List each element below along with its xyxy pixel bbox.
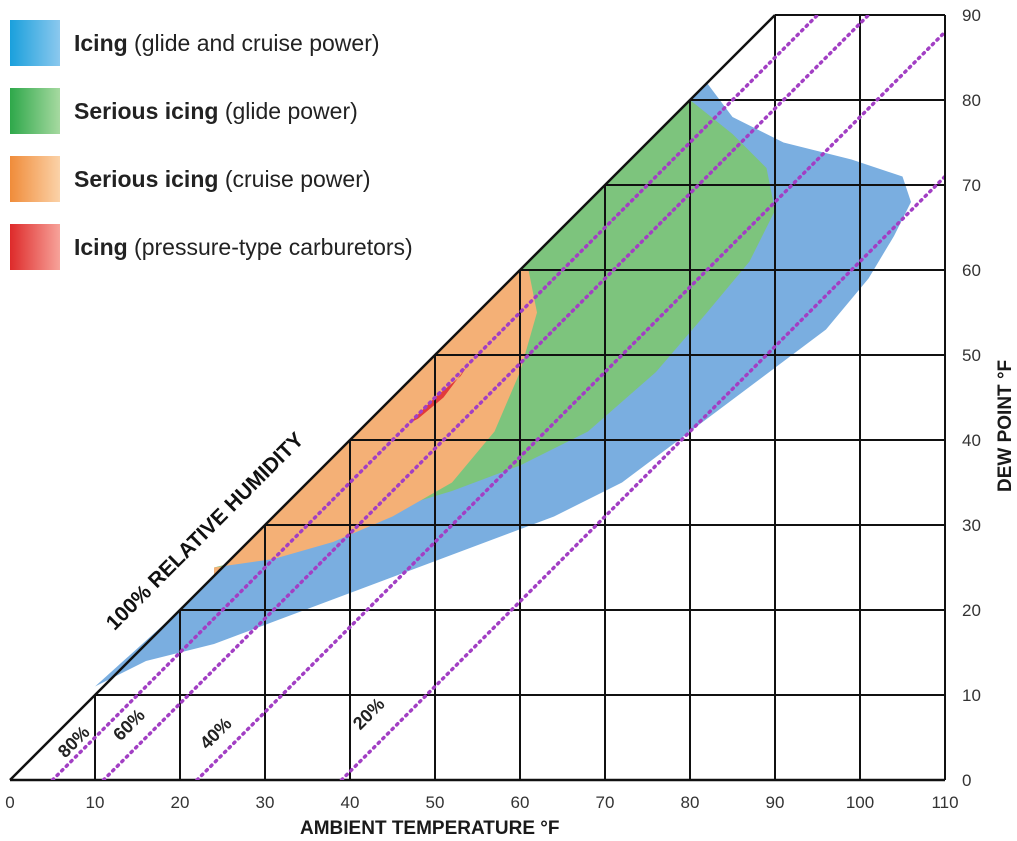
legend-label: Icing (glide and cruise power) — [74, 30, 380, 57]
x-tick-40: 40 — [341, 793, 360, 812]
rh-line-label-1: 60% — [109, 705, 149, 745]
legend-swatch — [10, 20, 60, 66]
y-tick-60: 60 — [962, 261, 981, 280]
x-tick-50: 50 — [426, 793, 445, 812]
grid — [9, 14, 946, 782]
x-tick-110: 110 — [931, 793, 958, 812]
x-tick-90: 90 — [766, 793, 785, 812]
rh-line-label-3: 20% — [349, 694, 389, 734]
y-tick-10: 10 — [962, 686, 981, 705]
legend-item: Icing (glide and cruise power) — [10, 20, 413, 66]
rh-100-line — [9, 14, 776, 781]
y-tick-50: 50 — [962, 346, 981, 365]
legend-label-bold: Icing — [74, 29, 128, 56]
x-axis-title: AMBIENT TEMPERATURE °F — [300, 818, 560, 839]
x-tick-70: 70 — [596, 793, 615, 812]
y-tick-20: 20 — [962, 601, 981, 620]
region-2 — [214, 270, 537, 576]
tick-labels: 0 10 20 30 40 50 60 70 80 90 100 110010203040506070… — [5, 6, 981, 812]
rh-line-2 — [195, 30, 944, 780]
legend-label-detail: (glide and cruise power) — [127, 29, 380, 56]
y-tick-80: 80 — [962, 91, 981, 110]
legend-item: Icing (pressure-type carburetors) — [10, 224, 413, 270]
legend-label-bold: Serious icing — [74, 165, 219, 192]
y-tick-0: 0 — [962, 771, 971, 790]
legend-swatch — [10, 88, 60, 134]
legend: Icing (glide and cruise power) Serious ic… — [10, 20, 413, 292]
legend-swatch — [10, 224, 60, 270]
legend-label: Serious icing (cruise power) — [74, 166, 371, 193]
x-tick-0: 0 — [5, 793, 14, 812]
legend-label: Serious icing (glide power) — [74, 98, 358, 125]
legend-label-bold: Icing — [74, 233, 128, 260]
x-tick-20: 20 — [171, 793, 190, 812]
legend-label-detail: (glide power) — [218, 97, 358, 124]
rh-line-label-0: 80% — [54, 722, 94, 762]
legend-label-detail: (cruise power) — [218, 165, 371, 192]
legend-label-bold: Serious icing — [74, 97, 219, 124]
x-tick-30: 30 — [256, 793, 275, 812]
x-tick-100: 100 — [846, 793, 874, 812]
relative-humidity-lines — [50, 15, 944, 780]
y-tick-30: 30 — [962, 516, 981, 535]
y-tick-40: 40 — [962, 431, 981, 450]
rh-line-1 — [101, 15, 871, 780]
y-tick-90: 90 — [962, 6, 981, 25]
x-tick-60: 60 — [511, 793, 530, 812]
y-axis-title: DEW POINT °F — [995, 359, 1016, 492]
legend-label-detail: (pressure-type carburetors) — [127, 233, 413, 260]
y-tick-70: 70 — [962, 176, 981, 195]
x-tick-10: 10 — [86, 793, 105, 812]
legend-item: Serious icing (cruise power) — [10, 156, 413, 202]
x-tick-80: 80 — [681, 793, 700, 812]
legend-label: Icing (pressure-type carburetors) — [74, 234, 413, 261]
legend-item: Serious icing (glide power) — [10, 88, 413, 134]
rh-line-3 — [339, 175, 944, 780]
legend-swatch — [10, 156, 60, 202]
